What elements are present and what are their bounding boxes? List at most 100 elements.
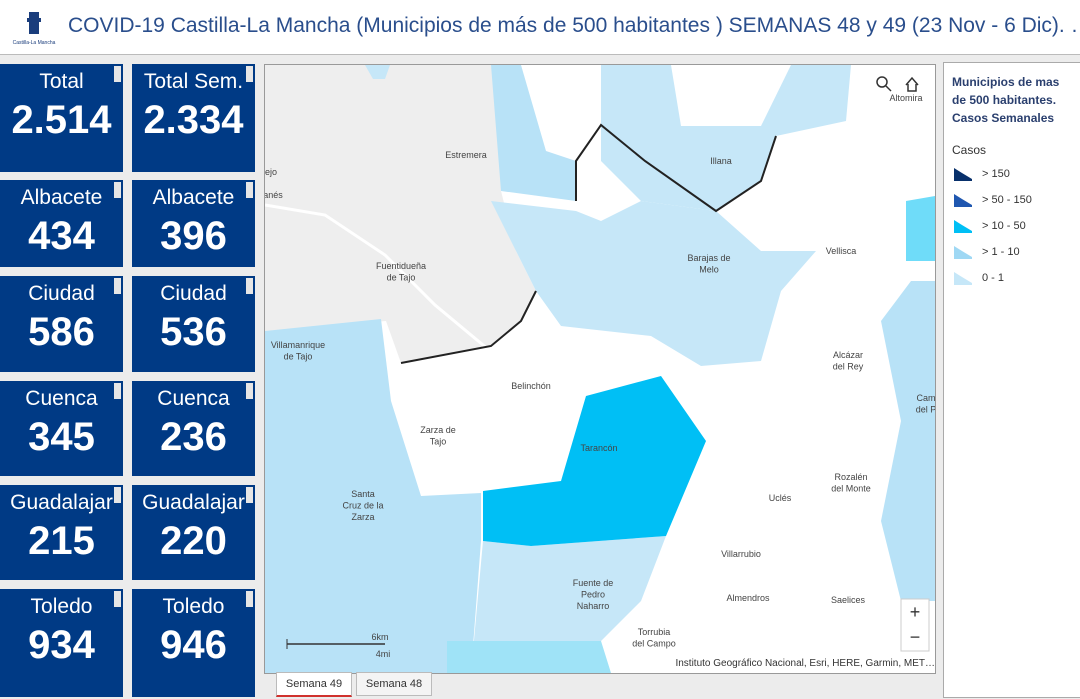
card-value: 215 bbox=[28, 519, 95, 563]
stat-card: Toledo 934 bbox=[0, 589, 123, 697]
region bbox=[491, 65, 576, 201]
card-value: 2.514 bbox=[11, 98, 112, 142]
place-label: Melo bbox=[699, 265, 719, 275]
tab[interactable]: Semana 49 bbox=[276, 672, 352, 697]
stat-card: Total Sem. 2.334 bbox=[132, 64, 255, 172]
place-label: Saelices bbox=[831, 595, 866, 605]
home-button[interactable] bbox=[899, 71, 925, 97]
zoom-control[interactable] bbox=[900, 598, 930, 652]
scrollbar bbox=[114, 591, 121, 607]
zoom-out[interactable]: − bbox=[910, 627, 921, 647]
boundary bbox=[575, 123, 777, 213]
place-label: Santa bbox=[351, 489, 375, 499]
legend-label: > 50 - 150 bbox=[982, 194, 1032, 206]
card-value: 396 bbox=[160, 214, 227, 258]
place-label: Barajas de bbox=[687, 253, 730, 263]
scale-mi: 4mi bbox=[376, 649, 391, 659]
place-label: Zarza bbox=[351, 512, 374, 522]
place-label: Tajo bbox=[430, 437, 447, 447]
header: Castilla-La Mancha COVID-19 Castilla-La … bbox=[0, 0, 1080, 55]
region bbox=[491, 201, 816, 366]
place-label: anés bbox=[264, 190, 283, 200]
card-value: 934 bbox=[28, 623, 95, 667]
card-value: 586 bbox=[28, 310, 95, 354]
place-label: Vellisca bbox=[826, 246, 857, 256]
boundary bbox=[400, 290, 537, 364]
card-label: Toledo bbox=[30, 595, 93, 618]
search-icon bbox=[885, 85, 892, 92]
card-label: Total Sem. bbox=[143, 70, 244, 93]
stat-card: Toledo 946 bbox=[132, 589, 255, 697]
scrollbar bbox=[114, 182, 121, 198]
scrollbar bbox=[246, 182, 253, 198]
card-label: Toledo bbox=[162, 595, 225, 618]
stat-card: Cuenca 236 bbox=[132, 381, 255, 476]
legend-swatch bbox=[954, 220, 972, 233]
place-label: Uclés bbox=[769, 493, 792, 503]
place-label: de Tajo bbox=[387, 273, 416, 283]
region bbox=[881, 281, 935, 601]
place-label: del Rey bbox=[833, 362, 864, 372]
card-value: 345 bbox=[28, 415, 95, 459]
legend-subtitle: Casos bbox=[952, 143, 987, 157]
legend-swatch bbox=[954, 168, 972, 181]
place-label: Fuente de bbox=[573, 578, 614, 588]
swatch-shape bbox=[954, 194, 972, 207]
place-label: del P bbox=[916, 405, 936, 415]
legend-label: > 150 bbox=[982, 168, 1010, 180]
place-label: Tarancón bbox=[580, 443, 617, 453]
scrollbar bbox=[114, 278, 121, 294]
card-label: Ciudad bbox=[160, 282, 227, 305]
search-button[interactable] bbox=[871, 71, 897, 97]
legend-item: > 150 bbox=[952, 161, 1080, 187]
card-label: Total bbox=[39, 70, 84, 93]
card-value: 220 bbox=[160, 519, 227, 563]
place-label: Cruz de la bbox=[342, 501, 383, 511]
legend-item: > 50 - 150 bbox=[952, 187, 1080, 213]
scrollbar bbox=[246, 66, 253, 82]
legend-item: > 10 - 50 bbox=[952, 213, 1080, 239]
region bbox=[906, 196, 935, 261]
scrollbar bbox=[114, 383, 121, 399]
legend-label: > 1 - 10 bbox=[982, 246, 1020, 258]
card-value: 236 bbox=[160, 415, 227, 459]
search-icon bbox=[876, 76, 888, 88]
stat-card: Total 2.514 bbox=[0, 64, 123, 172]
legend-title: Municipios de mas de 500 habitantes. Cas… bbox=[952, 75, 1060, 125]
attribution: Instituto Geográfico Nacional, Esri, HER… bbox=[675, 658, 935, 669]
place-label: Estremera bbox=[445, 150, 487, 160]
legend-label: > 10 - 50 bbox=[982, 220, 1026, 232]
zoom-in[interactable]: + bbox=[910, 602, 921, 622]
card-label: Cuenca bbox=[25, 387, 98, 410]
place-label: Fuentidueña bbox=[376, 261, 426, 271]
stat-card: Ciudad 536 bbox=[132, 276, 255, 372]
legend-item: 0 - 1 bbox=[952, 265, 1080, 291]
swatch-shape bbox=[954, 272, 972, 285]
place-label: Torrubia bbox=[638, 627, 671, 637]
scrollbar bbox=[246, 278, 253, 294]
logo: Castilla-La Mancha bbox=[13, 12, 56, 46]
card-value: 536 bbox=[160, 310, 227, 354]
place-label: del Campo bbox=[632, 639, 676, 649]
stat-card: Guadalajar 215 bbox=[0, 485, 123, 580]
legend-swatch bbox=[954, 194, 972, 207]
place-label: Cam bbox=[916, 393, 935, 403]
place-label: Villarrubio bbox=[721, 549, 761, 559]
scrollbar bbox=[114, 66, 121, 82]
region bbox=[671, 65, 791, 126]
place-label: Pedro bbox=[581, 590, 605, 600]
place-label: Alcázar bbox=[833, 350, 863, 360]
tab[interactable]: Semana 48 bbox=[356, 672, 432, 696]
stat-card: Guadalajar 220 bbox=[132, 485, 255, 580]
swatch-shape bbox=[954, 246, 972, 259]
place-label: Zarza de bbox=[420, 425, 456, 435]
card-value: 946 bbox=[160, 623, 227, 667]
scrollbar bbox=[114, 487, 121, 503]
legend-items: > 150 > 50 - 150 > 10 - 50 > 1 - 10 0 - 1 bbox=[944, 161, 1080, 291]
stat-card: Ciudad 586 bbox=[0, 276, 123, 372]
region bbox=[483, 376, 706, 546]
legend: Municipios de mas de 500 habitantes. Cas… bbox=[943, 62, 1080, 698]
region bbox=[265, 65, 536, 363]
legend-swatch bbox=[954, 246, 972, 259]
